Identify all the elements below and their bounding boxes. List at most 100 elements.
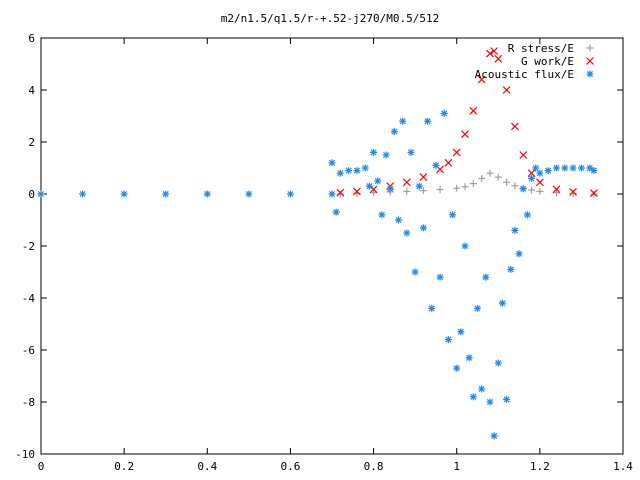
data-point [453,184,461,192]
data-point [590,167,598,175]
data-point [510,122,519,131]
data-point [457,328,465,336]
data-point [432,161,440,169]
data-point [361,164,369,172]
data-point [336,169,344,177]
data-point [536,187,544,195]
data-point [511,182,519,190]
data-point [403,229,411,237]
axis-tick-labels: 0 0.2 0.4 0.6 0.8 1 1.2 1.4 6 4 2 0 -2 -4 -6 -8 -10 [15,32,633,473]
data-point [528,174,536,182]
chart-title: m2/n1.5/q1.5/r-+.52-j270/M0.5/512 [221,12,440,25]
x-tick-label: 0 [38,460,45,473]
data-point [461,183,469,191]
data-point [477,75,486,84]
data-point [411,268,419,276]
data-point [336,190,344,198]
data-point [403,187,411,195]
data-point [552,185,561,194]
y-tick-label: -10 [15,448,35,461]
data-point [370,148,378,156]
data-point [494,173,502,181]
series-acoustic-flux [37,109,598,440]
legend-marker-g-work [586,57,594,65]
data-point [478,385,486,393]
data-point [444,158,453,167]
data-point [486,398,494,406]
data-point [120,190,128,198]
data-point [523,211,531,219]
data-point [469,180,477,188]
data-point [507,265,515,273]
data-point [436,273,444,281]
data-point [469,393,477,401]
data-point [419,173,428,182]
data-point [486,49,494,58]
data-point [552,164,560,172]
data-point [245,190,253,198]
data-point [461,130,469,139]
data-point [552,189,560,197]
data-point [482,273,490,281]
data-point [453,364,461,372]
data-point [328,159,336,167]
legend-marker-r-stress [586,44,594,52]
x-tick-label: 0.4 [197,460,217,473]
y-tick-label: -8 [22,396,35,409]
data-point [498,299,506,307]
data-point [444,336,452,344]
legend-label-r-stress: R stress/E [508,42,574,55]
axis-ticks [40,37,624,455]
data-point [286,190,294,198]
x-tick-label: 0.8 [364,460,384,473]
x-tick-label: 1 [453,460,460,473]
data-point [490,47,499,55]
data-point [532,164,540,172]
x-tick-label: 1.2 [530,460,550,473]
data-point [386,185,394,193]
data-point [395,216,403,224]
x-tick-label: 0.2 [114,460,134,473]
data-series [37,47,598,440]
legend-label-acoustic-flux: Acoustic flux/E [475,68,574,81]
data-point [369,185,378,194]
data-point [465,354,473,362]
y-tick-label: -2 [22,240,35,253]
y-tick-label: 0 [28,188,35,201]
legend-markers [586,44,594,78]
data-point [561,164,569,172]
data-point [515,250,523,258]
data-point [503,178,511,186]
data-point [419,224,427,232]
data-point [503,395,511,403]
y-tick-label: 4 [28,84,35,97]
data-point [544,167,552,175]
data-point [378,211,386,219]
data-point [328,190,336,198]
data-point [162,190,170,198]
data-point [382,151,390,159]
data-point [345,167,353,175]
data-point [519,151,528,159]
data-point [569,164,577,172]
data-point [452,148,461,157]
data-point [494,359,502,367]
data-point [424,117,432,125]
data-point [390,128,398,136]
data-point [365,182,373,190]
y-tick-label: -4 [22,292,36,305]
data-point [415,182,423,190]
data-point [449,211,457,219]
data-point [490,432,498,440]
y-tick-label: 6 [28,32,35,45]
data-point [461,242,469,250]
data-point [535,178,544,187]
data-point [519,185,527,193]
x-tick-label: 1.4 [613,460,633,473]
legend-marker-acoustic-flux [586,70,594,78]
data-point [399,117,407,125]
y-tick-label: -6 [22,344,35,357]
legend-label-g-work: G work/E [521,55,574,68]
